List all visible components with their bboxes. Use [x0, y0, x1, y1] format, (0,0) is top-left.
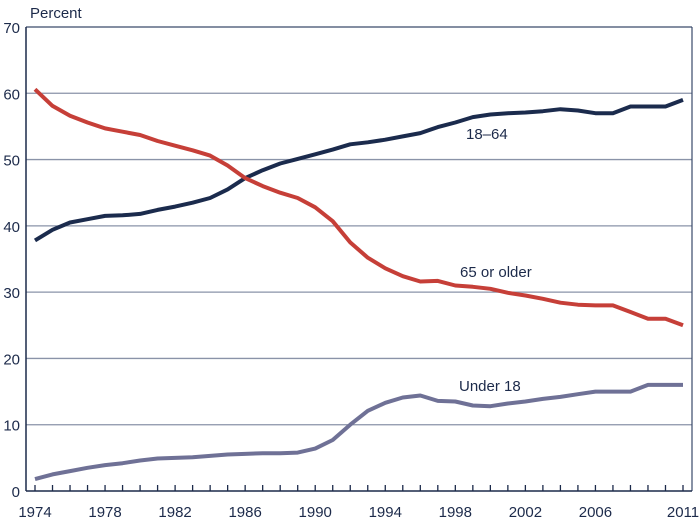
x-tick-label: 1994 — [369, 504, 402, 521]
x-tick-label: 2006 — [579, 504, 612, 521]
series-label-18-64: 18–64 — [466, 126, 508, 143]
axes: 0 10 20 30 40 50 60 70 1974 1978 1982 1986 1990 1994 1… — [3, 20, 699, 521]
y-tick-label: 70 — [3, 20, 20, 37]
y-tick-label: 40 — [3, 219, 20, 236]
series-line-18-64 — [33, 98, 684, 243]
y-tick-label: 20 — [3, 351, 20, 368]
x-tick-label: 1990 — [299, 504, 332, 521]
x-tick-label: 2011 — [667, 504, 699, 521]
y-tick-label: 0 — [12, 484, 20, 501]
x-tick-label: 1986 — [228, 504, 261, 521]
series-lines — [33, 87, 684, 482]
x-tick-label: 1982 — [158, 504, 191, 521]
x-tick-label: 1978 — [88, 504, 121, 521]
x-tick-label: 1974 — [18, 504, 51, 521]
y-axis-label: Percent — [30, 5, 83, 22]
series-label-65-or-older: 65 or older — [460, 264, 532, 281]
x-tick-label: 1998 — [439, 504, 472, 521]
gridlines — [26, 26, 692, 426]
series-label-under-18: Under 18 — [459, 378, 521, 395]
series-line-65-or-older — [33, 87, 684, 328]
series-line-under-18 — [34, 382, 683, 482]
y-tick-label: 30 — [3, 285, 20, 302]
y-tick-label: 60 — [3, 86, 20, 103]
y-tick-label: 50 — [3, 153, 20, 170]
x-tick-label: 2002 — [509, 504, 542, 521]
y-tick-label: 10 — [3, 418, 20, 435]
